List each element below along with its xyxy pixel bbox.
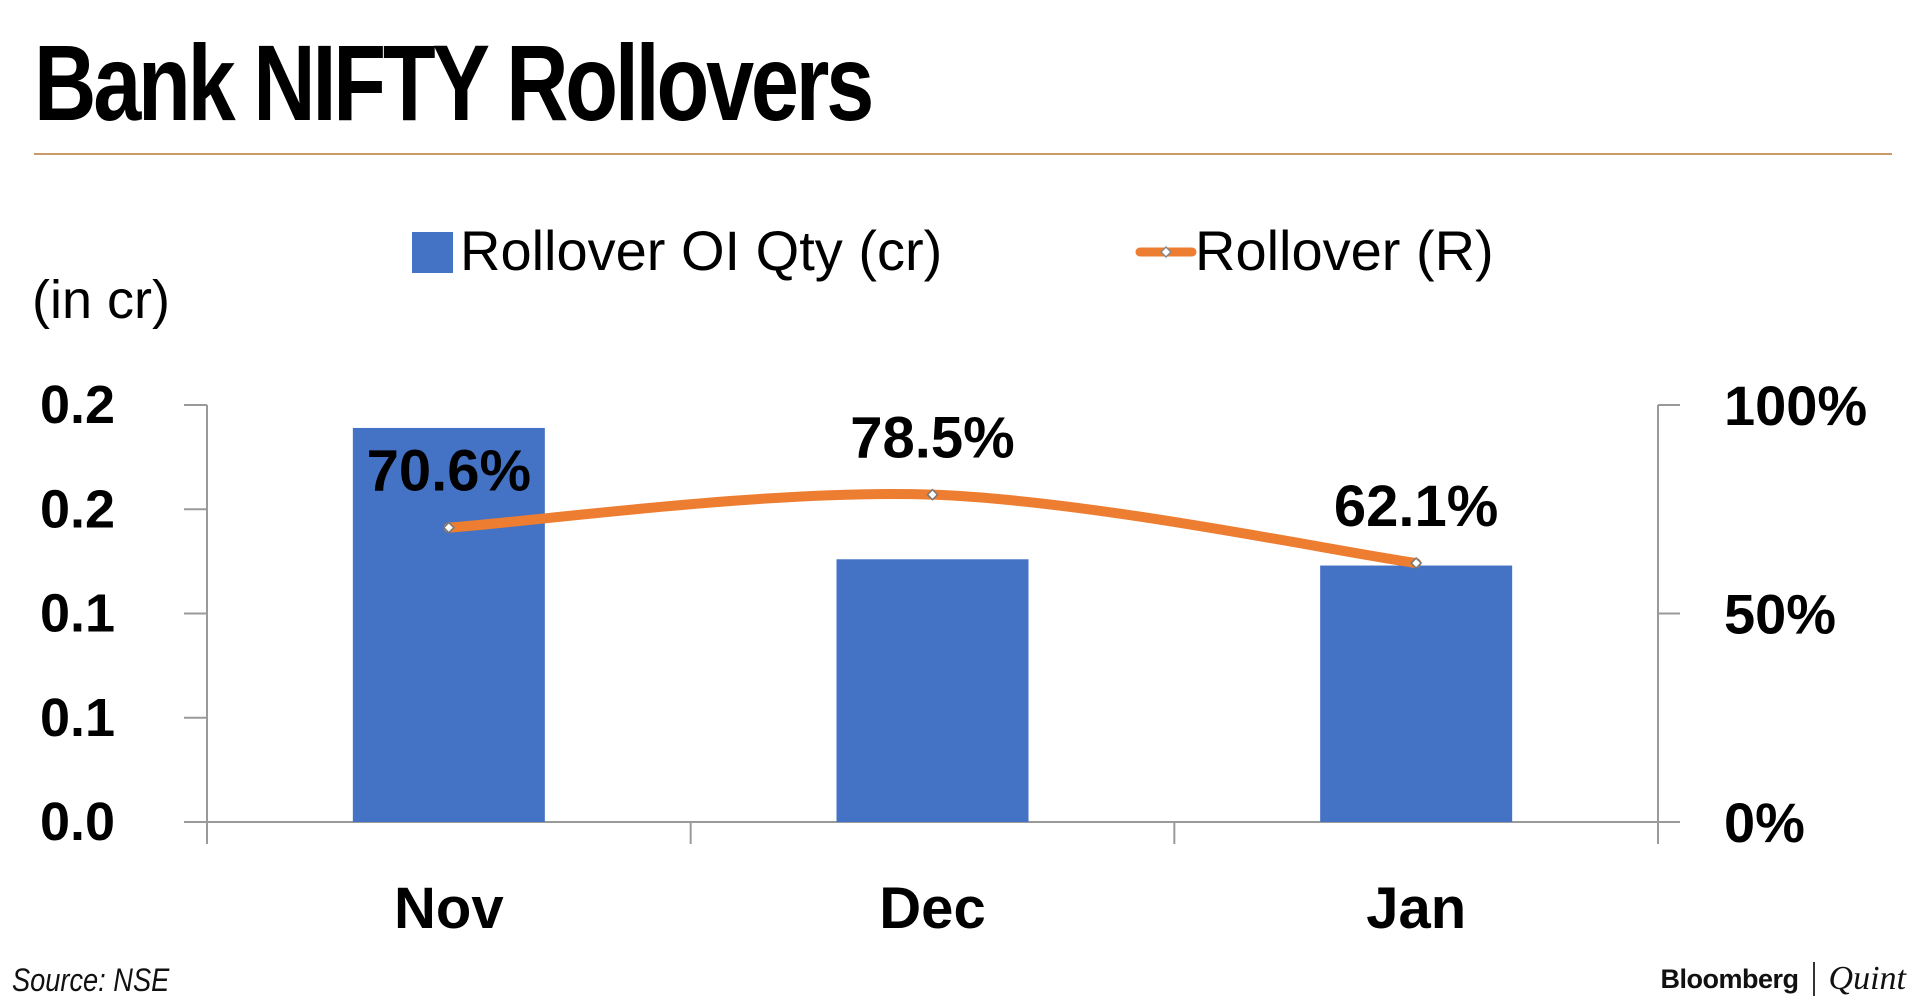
- legend-bar-swatch: [412, 232, 453, 273]
- chart-title: Bank NIFTY Rollovers: [34, 22, 874, 143]
- line-marker-jan: [1410, 556, 1423, 570]
- left-tick-label: 0.2: [40, 375, 115, 435]
- data-label-jan: 62.1%: [1334, 474, 1498, 539]
- source-note: Source: NSE: [12, 962, 170, 998]
- bar-nov: [352, 427, 545, 822]
- right-tick-label: 50%: [1724, 583, 1836, 646]
- brand-divider: [1812, 962, 1815, 996]
- title-divider: [34, 153, 1892, 155]
- brand-quint: Quint: [1828, 960, 1906, 997]
- data-label-nov: 70.6%: [367, 439, 531, 504]
- legend-bar-label: Rollover OI Qty (cr): [460, 219, 942, 282]
- x-tick-label: Nov: [394, 876, 504, 941]
- brand-logo: Bloomberg Quint: [1661, 960, 1906, 998]
- bar-series: [352, 427, 1513, 822]
- left-tick-label: 0.0: [40, 792, 115, 852]
- left-tick-label: 0.1: [40, 688, 115, 748]
- legend-line-marker: [1159, 245, 1173, 259]
- y-axis-label: (in cr): [32, 270, 170, 330]
- line-marker-nov: [442, 521, 455, 534]
- rollover-line: [443, 488, 1422, 569]
- right-tick-label: 0%: [1724, 791, 1805, 854]
- data-labels: 70.6% 78.5% 62.1%: [367, 406, 1499, 539]
- left-tick-label: 0.2: [40, 479, 115, 539]
- line-series: [442, 488, 1423, 570]
- bar-jan: [1320, 565, 1513, 822]
- line-marker-dec: [926, 488, 939, 501]
- left-tick-label: 0.1: [40, 584, 115, 644]
- x-tick-label: Jan: [1366, 876, 1466, 941]
- chart-axes: 0.0 0.1 0.1 0.2 0.2 0% 50% 100% Nov Dec Jan: [40, 374, 1867, 941]
- bar-dec: [836, 559, 1029, 822]
- right-tick-label: 100%: [1724, 374, 1867, 437]
- x-tick-label: Dec: [879, 876, 985, 941]
- legend-line-label: Rollover (R): [1195, 219, 1494, 282]
- data-label-dec: 78.5%: [850, 406, 1014, 471]
- chart-legend: Rollover OI Qty (cr) Rollover (R): [412, 219, 1494, 282]
- brand-bloomberg: Bloomberg: [1660, 963, 1800, 994]
